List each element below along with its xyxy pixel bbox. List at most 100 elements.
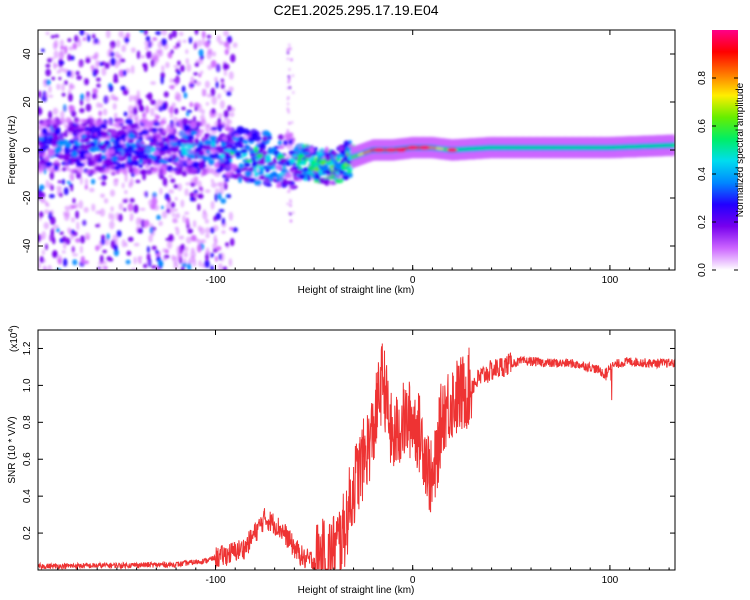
spectrogram-cell (50, 209, 54, 216)
spectrogram-cell (210, 182, 217, 188)
spectrogram-cell (288, 68, 291, 71)
spectrogram-cell (226, 148, 232, 153)
spectrogram-cell (132, 160, 140, 167)
spectrogram-cell (288, 184, 295, 191)
spectrogram-cell (165, 61, 170, 69)
spectrogram-cell (62, 235, 67, 243)
spectrogram-cell (187, 228, 194, 234)
spectrogram-cell (201, 170, 210, 175)
spectrogram-cell (189, 196, 195, 202)
spectrogram-cell (180, 199, 185, 208)
spectrogram-cell (193, 190, 199, 194)
spectrogram-cell (234, 151, 242, 158)
spectrogram-cell (195, 81, 202, 86)
spectrogram-cell (93, 52, 98, 60)
spectrogram-cell (226, 91, 232, 97)
spectrogram-cell (206, 93, 213, 98)
spectrogram-cell (79, 235, 86, 244)
spectrogram-cell (147, 40, 154, 48)
spectrogram-cell (167, 107, 173, 114)
spectrogram-cell (119, 138, 124, 146)
spectrogram-cell (51, 118, 59, 124)
spectrogram-cell (238, 163, 245, 169)
spectrogram-cell (286, 107, 289, 111)
spectrogram-cell (72, 259, 78, 266)
spectrogram-cell (251, 162, 258, 168)
spectrogram-cell (143, 219, 150, 227)
spectrogram-cell (77, 138, 84, 143)
spectrogram-cell (199, 162, 204, 170)
spectrogram-cell (218, 40, 225, 46)
spectrogram-cell (135, 217, 141, 226)
spectrogram-cell (96, 102, 101, 108)
spectrogram-cell (205, 227, 211, 234)
spectrogram-cell (213, 234, 217, 243)
spectrogram-cell (219, 186, 225, 195)
spectrogram-cell (215, 246, 222, 251)
spectrogram-cell (305, 171, 314, 175)
spectrogram-cell (41, 249, 45, 256)
spectrogram-cell (189, 101, 194, 108)
spectrogram-cell (233, 133, 240, 137)
spectrogram-cell (48, 94, 54, 98)
spectrogram-cell (166, 240, 173, 250)
colorbar-ticks: 0.0 0.2 0.4 0.6 0.8 (697, 71, 738, 277)
spectrogram-cell (127, 154, 133, 158)
spectrogram-cell (73, 144, 80, 150)
spectrogram-cell (279, 157, 288, 164)
spectrogram-cell (272, 157, 278, 165)
spectrogram-cell (205, 149, 211, 154)
spectrogram-cell (286, 202, 289, 206)
spectrogram-cell (325, 155, 331, 162)
spectrogram-cell (58, 133, 65, 140)
spectrogram-cell (109, 189, 116, 197)
spectrogram-cell (48, 85, 52, 94)
spectrogram-cell (206, 34, 212, 39)
spectrogram-cell (161, 65, 165, 73)
spectrogram-cell (58, 117, 64, 124)
spectrogram-cell (78, 60, 83, 68)
spectrogram-cell (106, 163, 111, 169)
spectrogram-cell (138, 136, 144, 142)
spectrogram-cell (291, 74, 295, 78)
spectrogram-cell (149, 107, 155, 117)
spectrogram-cell (224, 152, 231, 156)
spectrogram-cell (205, 189, 211, 194)
spectrogram-cell (193, 72, 199, 76)
spectrogram-cell (53, 39, 59, 49)
spectrogram-cell (43, 267, 48, 270)
spectrogram-cell (68, 104, 73, 110)
spectrogram-cell (99, 208, 106, 217)
snr-ylabel: SNR (10 * V/V) (7, 416, 18, 483)
spectrogram-cell (76, 162, 81, 167)
spectrogram-cell (203, 155, 212, 161)
spectrogram-cell (174, 196, 178, 201)
spectrogram-cell (169, 134, 176, 141)
spectrogram-cell (124, 190, 128, 195)
spectrogram-cell (197, 39, 202, 47)
spectrogram-cell (216, 136, 222, 142)
spectrogram-cell (215, 212, 222, 221)
spectrogram-cell (318, 159, 324, 164)
spectrogram-cell (208, 135, 217, 140)
spectrogram-cell (167, 157, 173, 163)
spectrogram-cell (162, 257, 167, 261)
spectrogram-cell (53, 63, 59, 68)
spectrogram-cell (98, 240, 103, 249)
spectrogram-cell (85, 143, 92, 148)
spectrogram-cell (277, 140, 282, 146)
spectrogram-cell (232, 42, 238, 48)
spectrogram-cell (167, 151, 174, 157)
spectrogram-cell (114, 165, 121, 171)
spectrogram-cell (176, 70, 181, 75)
spectrogram-cell (75, 210, 80, 219)
spectrogram-cell (69, 70, 75, 79)
spectrogram-cell (93, 161, 100, 167)
spectrogram-cell (89, 146, 97, 153)
spectrogram-cell (52, 107, 59, 115)
spectrogram-cell (63, 147, 71, 155)
spectrogram-cell (45, 31, 50, 36)
spectrogram-cell (177, 161, 184, 169)
spectrogram-cell (238, 176, 243, 184)
spectrogram-cell-group (38, 30, 675, 270)
